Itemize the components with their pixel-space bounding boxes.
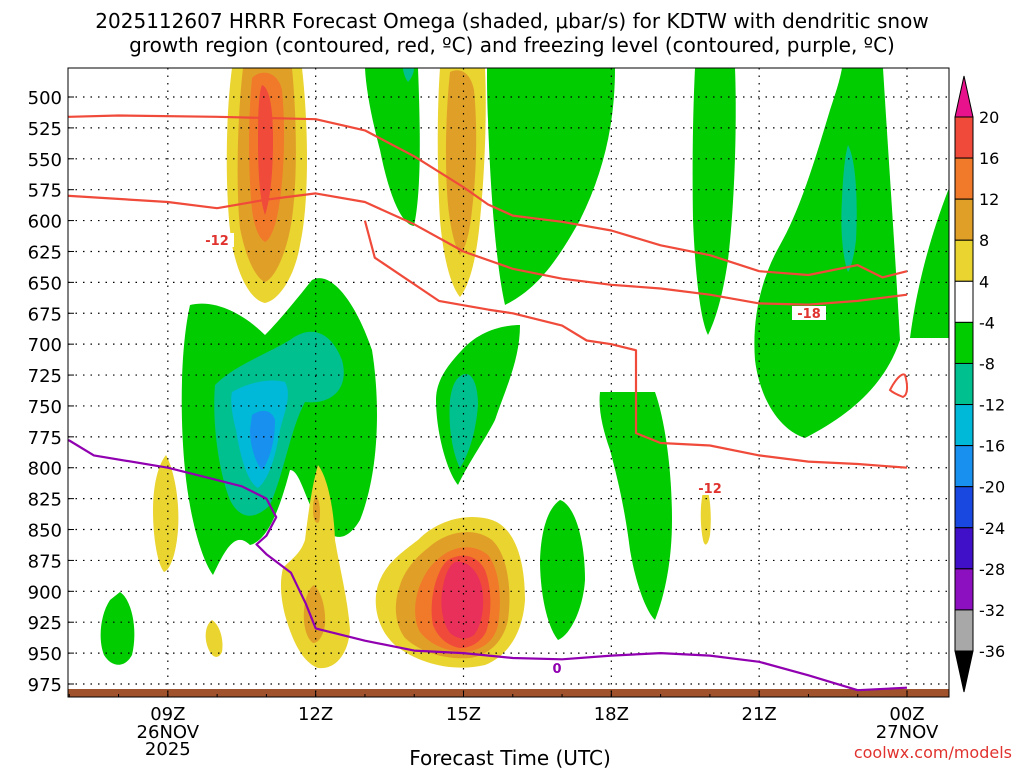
colorbar-label: 16 (979, 149, 999, 168)
omega-region-green-far-right (910, 188, 949, 338)
contour-label-purple: 0 (552, 662, 561, 677)
omega-region-green-right (754, 68, 900, 438)
colorbar-label: 12 (979, 190, 999, 209)
omega-region-green-top-a (365, 68, 420, 226)
colorbar-swatch (954, 568, 974, 611)
colorbar-label: -8 (979, 354, 995, 373)
colorbar-label: -28 (979, 560, 1005, 579)
omega-region-green-top-b (487, 68, 615, 305)
omega-region-teal-top-a (403, 68, 414, 82)
omega-region-yellow-small-c (700, 485, 711, 545)
chart-title-line-2: growth region (contoured, red, ºC) and f… (129, 33, 895, 57)
colorbar-label: -4 (979, 313, 995, 332)
x-tick-label: 15Z (446, 704, 481, 725)
y-tick-label: 750 (28, 397, 62, 418)
y-tick-label: 675 (28, 304, 62, 325)
omega-region-pink-center (441, 561, 484, 639)
colorbar-label: -32 (979, 601, 1005, 620)
y-tick-label: 950 (28, 644, 62, 665)
colorbar-swatch (954, 280, 974, 323)
colorbar-label: -24 (979, 519, 1005, 538)
x-tick-date: 27NOV (876, 722, 939, 743)
x-tick-label: 21Z (742, 704, 777, 725)
y-tick-label: 650 (28, 273, 62, 294)
colorbar-swatch (954, 527, 974, 570)
y-tick-label: 725 (28, 366, 62, 387)
y-tick-label: 850 (28, 521, 62, 542)
omega-region-teal-right (841, 145, 857, 272)
contours (68, 114, 908, 692)
contour-line-3 (68, 439, 908, 692)
colorbar-swatch (954, 239, 974, 282)
omega-region-blue-left (250, 410, 275, 470)
omega-region-green-top-c (692, 68, 736, 335)
colorbar-label: -36 (979, 642, 1005, 661)
colorbar-label: 20 (979, 108, 999, 127)
omega-region-green-lower-b (599, 392, 672, 620)
colorbar-bottom-arrow (954, 650, 974, 693)
omega-shading (100, 68, 949, 669)
colorbar-swatch (954, 198, 974, 241)
colorbar-swatch (954, 157, 974, 200)
plot-frame (67, 67, 950, 698)
x-tick-label: 09Z (150, 704, 185, 725)
omega-region-yellow-lower-left (280, 465, 350, 669)
y-tick-label: 825 (28, 490, 62, 511)
y-tick-label: 875 (28, 551, 62, 572)
omega-region-yellow-small-a (153, 455, 179, 572)
credit-text: coolwx.com/models (854, 743, 1012, 762)
omega-region-green-lower-a (540, 500, 585, 640)
colorbar-label: 4 (979, 272, 989, 291)
y-tick-label: 975 (28, 675, 62, 696)
y-tick-label: 500 (28, 88, 62, 109)
contour-label-red-lower: -12 (698, 482, 722, 497)
red-contour-ring (888, 373, 909, 399)
x-tick-date: 26NOV (137, 722, 200, 743)
x-axis-title: Forecast Time (UTC) (409, 746, 611, 768)
colorbar-swatch (954, 486, 974, 529)
colorbar-swatch (954, 116, 974, 159)
y-tick-label: 575 (28, 181, 62, 202)
y-tick-label: 525 (28, 119, 62, 140)
colorbar-top-arrow (954, 75, 974, 118)
contour-line-0 (68, 192, 908, 306)
x-tick-label: 18Z (594, 704, 629, 725)
chart-title-line-1: 2025112607 HRRR Forecast Omega (shaded, … (95, 9, 928, 33)
x-tick-year: 2025 (145, 739, 191, 760)
x-tick-label: 00Z (889, 704, 924, 725)
contour-line-2 (363, 220, 908, 469)
y-tick-label: 775 (28, 428, 62, 449)
y-tick-label: 625 (28, 242, 62, 263)
y-tick-label: 700 (28, 335, 62, 356)
omega-region-green-small-left (100, 592, 135, 665)
colorbar-label: -12 (979, 396, 1005, 415)
colorbar: 20 16 12 8 4 -4 -8 -12 -16 -20 -24 -28 -32 -36 (954, 75, 1005, 693)
y-axis-ticks: 500 525 550 575 600 625 650 675 700 725 750 775 800 8… (28, 88, 74, 696)
terrain-strip (68, 689, 949, 697)
y-tick-label: 550 (28, 150, 62, 171)
colorbar-label: -16 (979, 437, 1005, 456)
colorbar-swatch (954, 445, 974, 488)
y-tick-label: 800 (28, 459, 62, 480)
y-tick-label: 600 (28, 212, 62, 233)
contour-label-red-mid: -18 (797, 307, 821, 322)
colorbar-swatch (954, 404, 974, 447)
omega-region-yellow-small-b (205, 620, 223, 657)
contour-label-red-upper: -12 (205, 234, 229, 249)
omega-region-gold-top-center (445, 70, 477, 256)
colorbar-label: 8 (979, 231, 989, 250)
colorbar-swatch (954, 321, 974, 364)
colorbar-swatch (954, 362, 974, 406)
x-tick-label: 12Z (298, 704, 333, 725)
y-tick-label: 925 (28, 613, 62, 634)
contour-line-1 (68, 114, 908, 279)
omega-region-gold-lower-left-b (313, 495, 320, 523)
colorbar-swatch (954, 609, 974, 652)
colorbar-label: -20 (979, 478, 1005, 497)
y-tick-label: 900 (28, 582, 62, 603)
